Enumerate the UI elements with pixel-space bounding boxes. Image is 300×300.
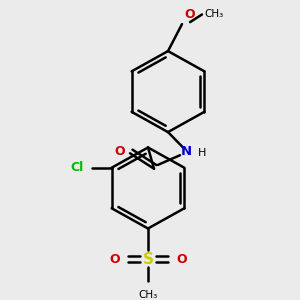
Text: O: O xyxy=(176,253,187,266)
Text: O: O xyxy=(114,145,125,158)
Text: H: H xyxy=(198,148,206,158)
Text: CH₃: CH₃ xyxy=(204,10,223,20)
Text: O: O xyxy=(110,253,120,266)
Text: O: O xyxy=(184,8,195,21)
Text: CH₃: CH₃ xyxy=(138,290,158,300)
Text: Cl: Cl xyxy=(70,161,84,174)
Text: S: S xyxy=(142,252,154,267)
Text: N: N xyxy=(180,145,192,158)
